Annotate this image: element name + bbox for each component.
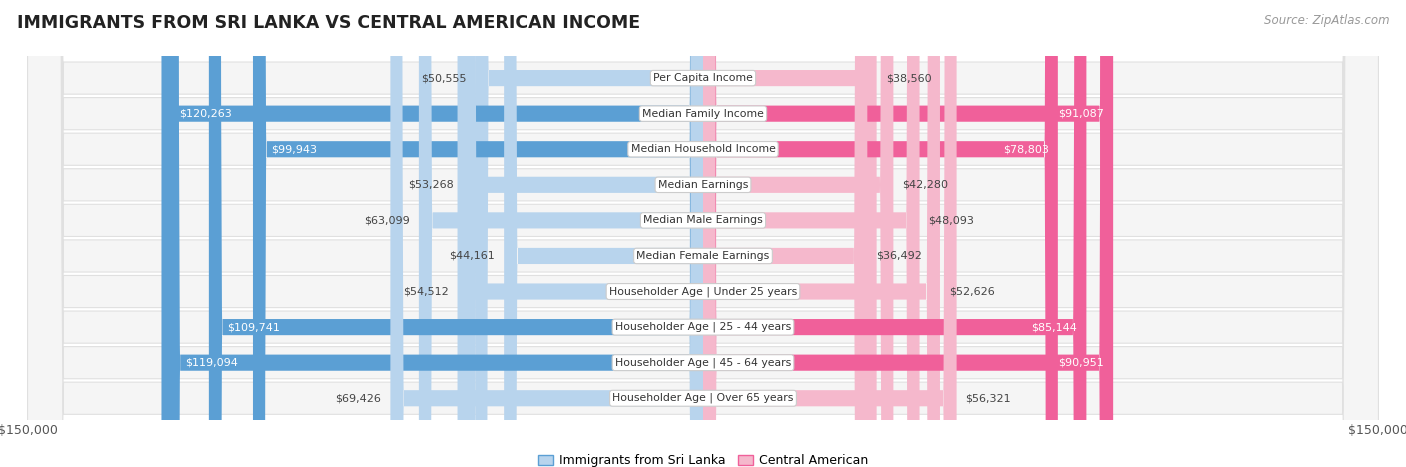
Text: $48,093: $48,093 (928, 215, 974, 226)
Text: $90,951: $90,951 (1057, 358, 1104, 368)
Text: $54,512: $54,512 (402, 287, 449, 297)
FancyBboxPatch shape (28, 0, 1378, 467)
FancyBboxPatch shape (419, 0, 703, 467)
Text: $42,280: $42,280 (903, 180, 949, 190)
Text: $120,263: $120,263 (180, 109, 232, 119)
Text: $109,741: $109,741 (226, 322, 280, 332)
FancyBboxPatch shape (28, 0, 1378, 467)
Text: Per Capita Income: Per Capita Income (652, 73, 754, 83)
FancyBboxPatch shape (28, 0, 1378, 467)
FancyBboxPatch shape (28, 0, 1378, 467)
FancyBboxPatch shape (703, 0, 1087, 467)
Text: $38,560: $38,560 (886, 73, 931, 83)
FancyBboxPatch shape (703, 0, 920, 467)
Legend: Immigrants from Sri Lanka, Central American: Immigrants from Sri Lanka, Central Ameri… (533, 449, 873, 467)
FancyBboxPatch shape (28, 0, 1378, 467)
FancyBboxPatch shape (28, 0, 1378, 467)
Text: Source: ZipAtlas.com: Source: ZipAtlas.com (1264, 14, 1389, 27)
Text: $56,321: $56,321 (966, 393, 1011, 403)
FancyBboxPatch shape (167, 0, 703, 467)
Text: IMMIGRANTS FROM SRI LANKA VS CENTRAL AMERICAN INCOME: IMMIGRANTS FROM SRI LANKA VS CENTRAL AME… (17, 14, 640, 32)
FancyBboxPatch shape (703, 0, 956, 467)
Text: Householder Age | 45 - 64 years: Householder Age | 45 - 64 years (614, 357, 792, 368)
Text: Median Family Income: Median Family Income (643, 109, 763, 119)
FancyBboxPatch shape (463, 0, 703, 467)
Text: $44,161: $44,161 (450, 251, 495, 261)
Text: Median Male Earnings: Median Male Earnings (643, 215, 763, 226)
FancyBboxPatch shape (253, 0, 703, 467)
Text: Householder Age | 25 - 44 years: Householder Age | 25 - 44 years (614, 322, 792, 333)
Text: Median Female Earnings: Median Female Earnings (637, 251, 769, 261)
FancyBboxPatch shape (162, 0, 703, 467)
Text: $99,943: $99,943 (271, 144, 316, 154)
FancyBboxPatch shape (703, 0, 868, 467)
Text: $36,492: $36,492 (876, 251, 922, 261)
FancyBboxPatch shape (28, 0, 1378, 467)
FancyBboxPatch shape (703, 0, 876, 467)
Text: $50,555: $50,555 (420, 73, 467, 83)
Text: Median Household Income: Median Household Income (630, 144, 776, 154)
FancyBboxPatch shape (703, 0, 893, 467)
Text: $85,144: $85,144 (1032, 322, 1077, 332)
Text: $91,087: $91,087 (1059, 109, 1104, 119)
FancyBboxPatch shape (703, 0, 1112, 467)
FancyBboxPatch shape (28, 0, 1378, 467)
FancyBboxPatch shape (505, 0, 703, 467)
Text: $119,094: $119,094 (184, 358, 238, 368)
FancyBboxPatch shape (28, 0, 1378, 467)
Text: $69,426: $69,426 (336, 393, 381, 403)
FancyBboxPatch shape (391, 0, 703, 467)
FancyBboxPatch shape (209, 0, 703, 467)
Text: $52,626: $52,626 (949, 287, 994, 297)
FancyBboxPatch shape (703, 0, 1114, 467)
Text: $78,803: $78,803 (1002, 144, 1049, 154)
FancyBboxPatch shape (475, 0, 703, 467)
FancyBboxPatch shape (457, 0, 703, 467)
FancyBboxPatch shape (28, 0, 1378, 467)
Text: Householder Age | Under 25 years: Householder Age | Under 25 years (609, 286, 797, 297)
FancyBboxPatch shape (703, 0, 1057, 467)
Text: $63,099: $63,099 (364, 215, 411, 226)
Text: Median Earnings: Median Earnings (658, 180, 748, 190)
FancyBboxPatch shape (703, 0, 941, 467)
Text: $53,268: $53,268 (408, 180, 454, 190)
Text: Householder Age | Over 65 years: Householder Age | Over 65 years (612, 393, 794, 403)
